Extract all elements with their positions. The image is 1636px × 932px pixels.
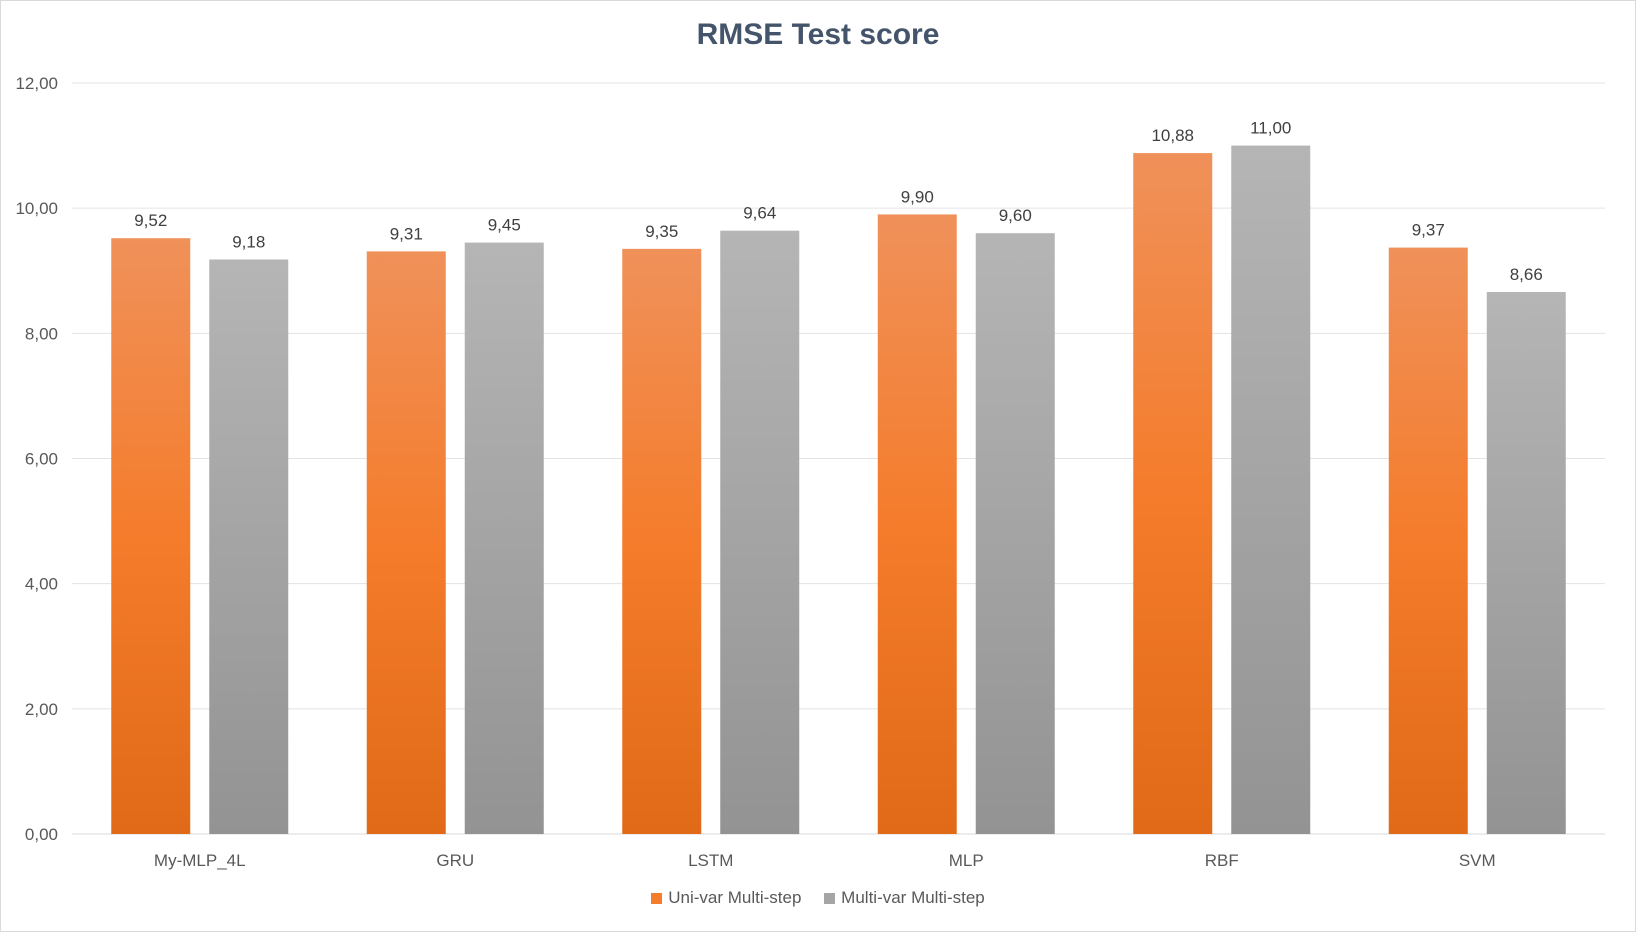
legend-swatch-uni-var bbox=[651, 892, 663, 904]
y-tick-label: 12,00 bbox=[15, 74, 58, 93]
bar-multi-var bbox=[1486, 292, 1566, 834]
x-tick-label: GRU bbox=[436, 851, 474, 870]
y-tick-label: 2,00 bbox=[25, 700, 58, 719]
x-tick-label: My-MLP_4L bbox=[154, 851, 246, 870]
bar-multi-var bbox=[720, 230, 800, 835]
bar-uni-var bbox=[877, 214, 957, 835]
bar-uni-var bbox=[622, 248, 702, 835]
bar-multi-var bbox=[975, 233, 1055, 834]
bar-uni-var bbox=[111, 238, 191, 834]
bar-uni-var bbox=[1388, 247, 1468, 834]
chart-title: RMSE Test score bbox=[696, 18, 940, 51]
legend-item-multi-var: Multi-var Multi-step bbox=[824, 888, 985, 908]
y-tick-label: 10,00 bbox=[15, 199, 58, 218]
data-label-uni-var: 9,37 bbox=[1412, 221, 1445, 240]
bar-multi-var bbox=[464, 242, 544, 834]
bar-multi-var bbox=[209, 259, 289, 834]
legend-item-uni-var: Uni-var Multi-step bbox=[651, 888, 801, 908]
bar-multi-var bbox=[1231, 145, 1311, 835]
legend-label-multi-var: Multi-var Multi-step bbox=[841, 888, 985, 907]
legend-swatch-multi-var bbox=[824, 892, 836, 904]
y-tick-label: 8,00 bbox=[25, 324, 58, 343]
x-tick-label: SVM bbox=[1459, 851, 1496, 870]
data-label-uni-var: 9,31 bbox=[390, 224, 423, 243]
data-label-uni-var: 9,52 bbox=[134, 211, 167, 230]
data-label-multi-var: 11,00 bbox=[1250, 119, 1291, 138]
data-label-multi-var: 9,18 bbox=[232, 232, 265, 251]
data-label-multi-var: 9,60 bbox=[999, 206, 1032, 225]
y-tick-label: 6,00 bbox=[25, 450, 58, 469]
x-tick-label: MLP bbox=[949, 851, 984, 870]
x-tick-label: RBF bbox=[1205, 851, 1239, 870]
x-tick-label: LSTM bbox=[688, 851, 733, 870]
data-label-multi-var: 9,64 bbox=[743, 204, 776, 223]
data-label-multi-var: 9,45 bbox=[488, 216, 521, 235]
y-tick-label: 0,00 bbox=[25, 825, 58, 844]
legend-label-uni-var: Uni-var Multi-step bbox=[668, 888, 802, 907]
data-label-multi-var: 8,66 bbox=[1510, 265, 1543, 284]
y-tick-label: 4,00 bbox=[25, 575, 58, 594]
data-label-uni-var: 10,88 bbox=[1151, 126, 1194, 145]
bar-uni-var bbox=[1133, 153, 1213, 835]
legend: Uni-var Multi-step Multi-var Multi-step bbox=[0, 888, 1636, 909]
bar-uni-var bbox=[366, 251, 446, 834]
data-label-uni-var: 9,35 bbox=[645, 222, 678, 241]
data-label-uni-var: 9,90 bbox=[901, 187, 934, 206]
